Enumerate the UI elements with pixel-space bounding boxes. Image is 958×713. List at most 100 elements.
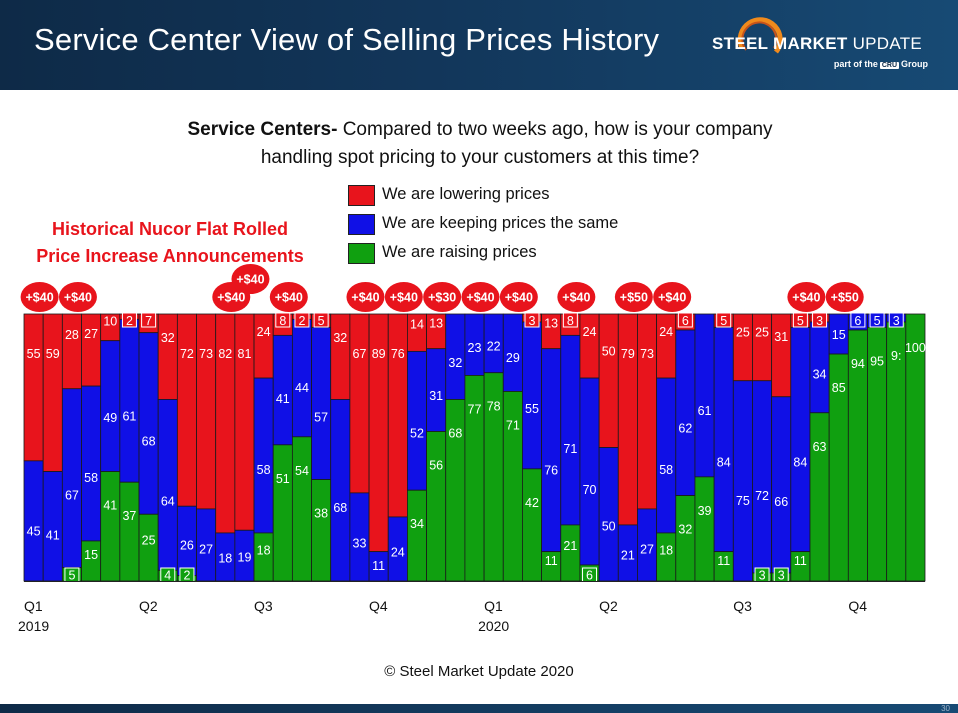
announcement-label: +$40 [217, 291, 245, 305]
bar-segment-same [291, 318, 312, 438]
announcement-ellipse [614, 282, 653, 312]
value-label-raising: 85 [832, 381, 846, 395]
x-tick-label: Q1 [24, 598, 43, 614]
bar-segment-same [23, 460, 44, 582]
value-label-box-lowering [294, 312, 310, 328]
price-increase-oval: +$40 [384, 282, 423, 312]
price-increase-oval: +$30 [423, 282, 462, 312]
announcement-ellipse [346, 282, 385, 312]
value-label-raising: 56 [429, 458, 443, 472]
price-increase-oval: +$50 [614, 282, 653, 312]
bar-segment-same [81, 385, 102, 542]
value-label-same: 62 [678, 422, 692, 436]
value-label-same: 64 [161, 494, 175, 508]
x-tick-label: Q1 [484, 598, 503, 614]
logo-tagline: part of the CRU Group [833, 59, 928, 69]
bar-segment-lowering [81, 313, 102, 387]
bar-segment-raising [675, 495, 696, 582]
value-label-same: 29 [506, 351, 520, 365]
bar-segment-same [406, 350, 427, 491]
price-increase-oval: +$40 [499, 282, 538, 312]
announcement-label: +$40 [505, 291, 533, 305]
value-label-raising: 100 [905, 341, 926, 355]
value-label-lowering: 89 [372, 347, 386, 361]
bar-segment-same [732, 380, 753, 582]
value-label-lowering: 3 [816, 314, 823, 328]
value-label-lowering: 24 [583, 325, 597, 339]
value-label-lowering: 8 [279, 314, 286, 328]
value-label-raising: 94 [851, 357, 865, 371]
bar-segment-same [541, 348, 562, 553]
bar-segment-same [138, 332, 159, 515]
value-label-same: 66 [774, 495, 788, 509]
value-label-raising: 18 [659, 544, 673, 558]
bar-segment-lowering [732, 313, 753, 382]
bar-segment-raising [138, 513, 159, 582]
value-label-same: 75 [736, 494, 750, 508]
value-label-same: 68 [333, 501, 347, 515]
value-label-same: 6 [854, 314, 861, 328]
header-banner: Service Center View of Selling Prices Hi… [0, 0, 958, 90]
value-label-lowering: 13 [544, 317, 558, 331]
value-label-raising: 25 [142, 533, 156, 547]
value-label-box-lowering [141, 312, 157, 328]
logo-arc-icon [737, 17, 783, 54]
value-label-same: 55 [525, 402, 539, 416]
bar-segment-lowering [23, 313, 44, 462]
price-increase-oval: +$40 [787, 282, 826, 312]
x-tick-sublabel: 2020 [478, 618, 509, 634]
bar-segment-lowering [349, 313, 370, 494]
question-line-2: handling spot pricing to your customers … [260, 147, 700, 168]
value-label-same: 76 [544, 464, 558, 478]
value-label-raising: 11 [545, 554, 558, 568]
value-label-same: 49 [103, 411, 117, 425]
announcement-ellipse [269, 282, 308, 312]
bar-segment-raising [119, 481, 140, 582]
bar-segment-lowering [637, 313, 658, 510]
bar-segment-raising [100, 471, 121, 582]
value-label-lowering: 27 [84, 327, 98, 341]
value-label-box-lowering [677, 312, 693, 328]
value-label-same: 26 [180, 538, 194, 552]
legend-swatch-raising [348, 243, 375, 264]
question-subject: Service Centers- [187, 119, 338, 140]
announcement-ellipse [231, 264, 270, 294]
value-label-raising: 39 [698, 504, 712, 518]
bar-segment-same [330, 399, 351, 582]
value-label-lowering: 28 [65, 328, 79, 342]
survey-question: Service Centers- Compared to two weeks a… [120, 116, 840, 172]
bar-segment-lowering [42, 313, 63, 472]
price-increase-oval: +$40 [231, 264, 270, 294]
value-label-lowering: 8 [567, 314, 574, 328]
announcement-label: +$50 [620, 291, 648, 305]
announcement-ellipse [653, 282, 692, 312]
value-label-raising: 5 [68, 569, 75, 583]
value-label-box-same [869, 312, 885, 328]
value-label-lowering: 2 [126, 314, 133, 328]
value-label-raising: 9: [891, 349, 901, 363]
bar-segment-same [752, 380, 773, 574]
value-label-lowering: 5 [797, 314, 804, 328]
bar-segment-same [790, 326, 811, 553]
value-label-raising: 68 [448, 426, 462, 440]
bar-segment-same [713, 326, 734, 553]
value-label-lowering: 73 [640, 347, 654, 361]
announcement-label: +$40 [26, 291, 54, 305]
value-label-same: 32 [448, 356, 462, 370]
bar-segment-same [272, 334, 293, 446]
x-tick-label: Q2 [139, 598, 158, 614]
value-label-same: 61 [698, 404, 712, 418]
announcement-ellipse [20, 282, 59, 312]
value-label-box-lowering [275, 312, 291, 328]
bar-segment-same [61, 388, 82, 569]
bar-segment-raising [694, 476, 715, 582]
value-label-same: 52 [410, 426, 424, 440]
value-label-raising: 37 [122, 509, 136, 523]
value-label-same: 41 [276, 392, 290, 406]
value-label-raising: 3 [778, 569, 785, 583]
page-number: 30 [941, 704, 950, 713]
bar-segment-lowering [387, 313, 408, 518]
bar-segment-raising [522, 468, 542, 582]
value-label-same: 19 [238, 551, 252, 565]
